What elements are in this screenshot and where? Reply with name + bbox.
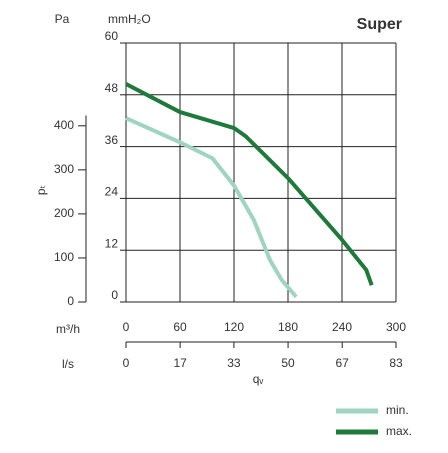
x2-unit: l/s <box>62 357 74 371</box>
y2-unit: Pa <box>55 12 70 26</box>
y2-tick-label: 0 <box>67 294 74 308</box>
x-tick-label: 180 <box>278 320 298 334</box>
y2-tick-label: 200 <box>54 206 74 220</box>
x-tick-label: 60 <box>173 320 187 334</box>
legend-label: min. <box>386 403 409 417</box>
legend-label: max. <box>386 424 412 438</box>
x-tick-label: 240 <box>332 320 352 334</box>
series-line <box>125 82 374 286</box>
y2-tick-label: 400 <box>54 118 74 132</box>
x2-tick-label: 50 <box>281 356 295 370</box>
x2-tick-label: 33 <box>227 356 241 370</box>
y-axis-label: pₜ <box>34 185 48 195</box>
x-unit: m³/h <box>56 322 80 336</box>
x-tick-label: 0 <box>123 320 130 334</box>
series-line <box>125 116 298 299</box>
x-tick-label: 120 <box>224 320 244 334</box>
chart-title: Super <box>357 16 402 33</box>
x2-tick-label: 83 <box>389 356 403 370</box>
x-tick-label: 300 <box>386 320 406 334</box>
y-tick-label: 48 <box>105 81 119 95</box>
x-axis-label: qᵥ <box>253 372 264 386</box>
y2-tick-label: 100 <box>54 250 74 264</box>
y2-tick-label: 300 <box>54 162 74 176</box>
x2-tick-label: 67 <box>336 356 350 370</box>
y-unit: mmH₂O <box>108 12 151 26</box>
x2-tick-label: 0 <box>123 356 130 370</box>
y-tick-label: 0 <box>111 288 118 302</box>
y-tick-label: 60 <box>105 29 119 43</box>
x2-tick-label: 17 <box>173 356 187 370</box>
y-tick-label: 36 <box>105 133 119 147</box>
y-tick-label: 12 <box>105 236 119 250</box>
y-tick-label: 24 <box>105 185 119 199</box>
